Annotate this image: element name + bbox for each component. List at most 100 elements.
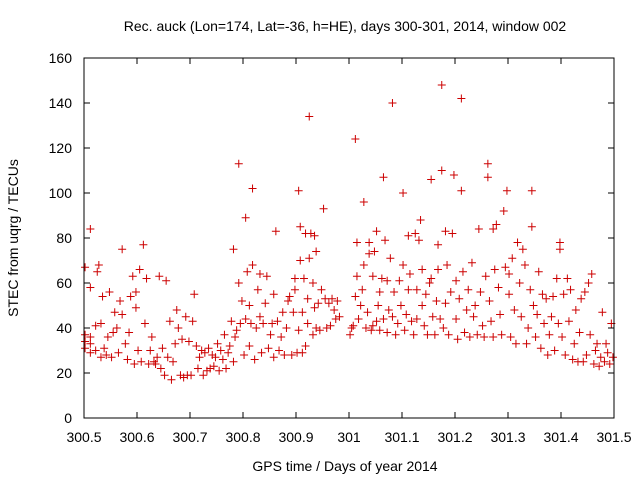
data-point	[568, 355, 577, 364]
data-point	[536, 344, 545, 353]
data-point	[496, 310, 505, 319]
data-point	[481, 272, 490, 281]
x-axis-label: GPS time / Days of year 2014	[252, 458, 437, 474]
data-point	[162, 276, 171, 285]
data-point	[473, 330, 482, 339]
data-point	[135, 265, 144, 274]
data-point	[81, 263, 90, 272]
data-point	[222, 364, 231, 373]
data-point	[452, 315, 461, 323]
data-point	[349, 321, 358, 330]
y-tick-label: 80	[56, 230, 72, 246]
data-point	[511, 339, 520, 348]
data-point	[365, 238, 374, 247]
data-point	[155, 272, 164, 281]
data-point	[165, 317, 174, 326]
data-point	[253, 285, 262, 294]
x-tick-label: 301	[337, 429, 361, 445]
data-point	[564, 317, 573, 326]
y-tick-label: 20	[56, 365, 72, 381]
data-point	[216, 346, 225, 355]
data-point	[457, 186, 466, 195]
data-point	[608, 353, 617, 362]
data-point	[298, 308, 307, 317]
data-point	[234, 159, 243, 168]
data-point	[96, 353, 105, 362]
data-point	[326, 321, 335, 330]
data-point	[305, 254, 314, 263]
data-point	[282, 324, 291, 332]
data-point	[128, 272, 137, 281]
data-point	[262, 272, 271, 281]
data-point	[405, 270, 414, 278]
data-point	[266, 330, 275, 339]
data-point	[434, 265, 443, 274]
data-point	[314, 299, 323, 308]
data-point	[252, 324, 261, 332]
data-point	[231, 333, 240, 341]
data-point	[103, 333, 112, 341]
data-point	[324, 299, 333, 308]
data-point	[559, 290, 568, 299]
data-point	[158, 344, 167, 353]
data-point	[538, 290, 547, 299]
data-point	[289, 308, 298, 317]
data-point	[489, 333, 498, 341]
data-point	[418, 301, 427, 310]
data-point	[359, 198, 368, 206]
data-point	[358, 285, 367, 294]
data-point	[209, 362, 218, 371]
x-tick-label: 300.5	[66, 429, 101, 445]
data-point	[452, 276, 461, 285]
data-point	[449, 171, 458, 179]
data-point	[118, 310, 127, 319]
data-point	[278, 308, 287, 317]
y-tick-label: 160	[49, 50, 73, 66]
data-point	[543, 351, 552, 359]
data-point	[112, 324, 121, 332]
data-point	[142, 274, 151, 283]
data-point	[400, 326, 409, 335]
data-point	[125, 328, 134, 337]
data-point	[93, 267, 102, 276]
data-point	[287, 351, 296, 359]
data-point	[533, 310, 542, 319]
data-point	[294, 186, 303, 195]
data-point	[432, 297, 441, 305]
data-point	[354, 315, 363, 323]
data-point	[303, 294, 312, 303]
data-point	[370, 247, 379, 256]
data-point	[284, 297, 293, 305]
data-point	[255, 312, 264, 321]
y-tick-label: 60	[56, 275, 72, 291]
x-tick-label: 301.4	[543, 429, 578, 445]
data-point	[409, 330, 418, 339]
data-point	[458, 267, 467, 276]
plot-frame	[83, 57, 615, 419]
data-point	[94, 261, 103, 269]
data-point	[81, 337, 90, 346]
data-point	[596, 353, 605, 362]
data-point	[485, 297, 494, 305]
data-point	[399, 189, 408, 197]
data-point	[531, 333, 540, 341]
data-point	[513, 238, 522, 247]
data-point	[558, 333, 567, 341]
data-point	[570, 339, 579, 348]
data-point	[471, 301, 480, 310]
data-point	[229, 357, 238, 366]
data-point	[529, 301, 538, 310]
data-point	[421, 290, 430, 299]
data-point	[502, 186, 511, 195]
data-point	[121, 339, 130, 348]
data-point	[237, 297, 246, 305]
data-point	[137, 357, 146, 366]
data-point	[584, 279, 593, 287]
data-point	[383, 328, 392, 337]
data-point	[269, 353, 278, 362]
data-point	[420, 321, 429, 330]
data-point	[577, 294, 586, 303]
data-point	[351, 292, 360, 301]
data-point	[379, 173, 388, 182]
